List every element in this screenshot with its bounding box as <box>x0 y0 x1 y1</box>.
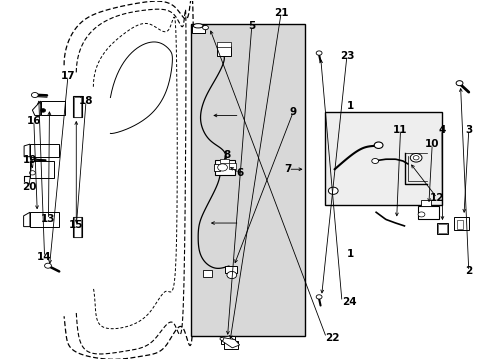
Bar <box>30 144 59 157</box>
Circle shape <box>373 142 382 148</box>
Bar <box>30 212 59 226</box>
Text: 13: 13 <box>41 215 56 224</box>
Bar <box>203 270 211 277</box>
Bar <box>215 160 234 175</box>
Bar <box>192 25 204 33</box>
Text: 15: 15 <box>69 220 83 230</box>
Text: 14: 14 <box>37 252 52 262</box>
Polygon shape <box>220 336 234 344</box>
Text: 1: 1 <box>346 248 354 258</box>
Bar <box>216 45 231 56</box>
Circle shape <box>202 26 208 30</box>
Circle shape <box>226 271 236 279</box>
Text: 5: 5 <box>248 21 255 31</box>
Text: 17: 17 <box>61 71 75 81</box>
Circle shape <box>30 157 36 162</box>
Circle shape <box>409 153 421 162</box>
Bar <box>190 24 305 336</box>
Text: 3: 3 <box>464 125 471 135</box>
Text: 1: 1 <box>346 101 354 111</box>
Polygon shape <box>222 338 239 348</box>
Circle shape <box>328 187 337 194</box>
Circle shape <box>316 51 322 55</box>
Bar <box>213 164 219 171</box>
Bar <box>437 224 446 233</box>
Polygon shape <box>24 144 30 157</box>
Bar <box>456 220 462 229</box>
Text: 24: 24 <box>341 297 356 307</box>
Text: 16: 16 <box>26 116 41 126</box>
Circle shape <box>41 109 45 112</box>
Text: 12: 12 <box>429 193 444 203</box>
Circle shape <box>412 156 418 160</box>
Bar <box>420 201 430 206</box>
Bar <box>224 266 237 273</box>
Text: 2: 2 <box>464 266 471 276</box>
Bar <box>73 96 81 117</box>
Text: 7: 7 <box>284 164 291 174</box>
Bar <box>220 159 228 163</box>
Circle shape <box>31 93 38 98</box>
Bar <box>224 341 237 348</box>
Circle shape <box>29 171 35 175</box>
Circle shape <box>371 158 378 163</box>
Bar <box>228 163 236 169</box>
Bar <box>73 217 81 237</box>
Text: 22: 22 <box>325 333 339 343</box>
Text: 6: 6 <box>236 168 243 178</box>
Text: 21: 21 <box>273 8 288 18</box>
Bar <box>453 217 468 230</box>
Text: 10: 10 <box>424 139 439 149</box>
Bar <box>41 101 65 116</box>
Text: 9: 9 <box>289 107 296 117</box>
Text: 11: 11 <box>392 125 407 135</box>
Ellipse shape <box>193 24 203 28</box>
Bar <box>216 42 231 47</box>
Bar <box>417 206 438 220</box>
Text: 19: 19 <box>23 155 37 165</box>
Bar <box>436 223 447 234</box>
Bar <box>325 112 441 205</box>
Polygon shape <box>23 212 30 226</box>
Circle shape <box>217 164 227 171</box>
Bar <box>30 161 54 178</box>
Text: 20: 20 <box>21 182 36 192</box>
Text: 18: 18 <box>79 96 93 106</box>
Bar <box>221 336 234 344</box>
Bar <box>74 217 81 237</box>
Circle shape <box>44 263 51 268</box>
Polygon shape <box>32 101 41 116</box>
Bar <box>74 97 81 117</box>
Text: 4: 4 <box>437 125 445 135</box>
Text: 23: 23 <box>339 51 353 61</box>
Circle shape <box>417 212 424 217</box>
Circle shape <box>455 81 462 86</box>
Circle shape <box>316 295 322 299</box>
Text: 8: 8 <box>224 150 231 160</box>
